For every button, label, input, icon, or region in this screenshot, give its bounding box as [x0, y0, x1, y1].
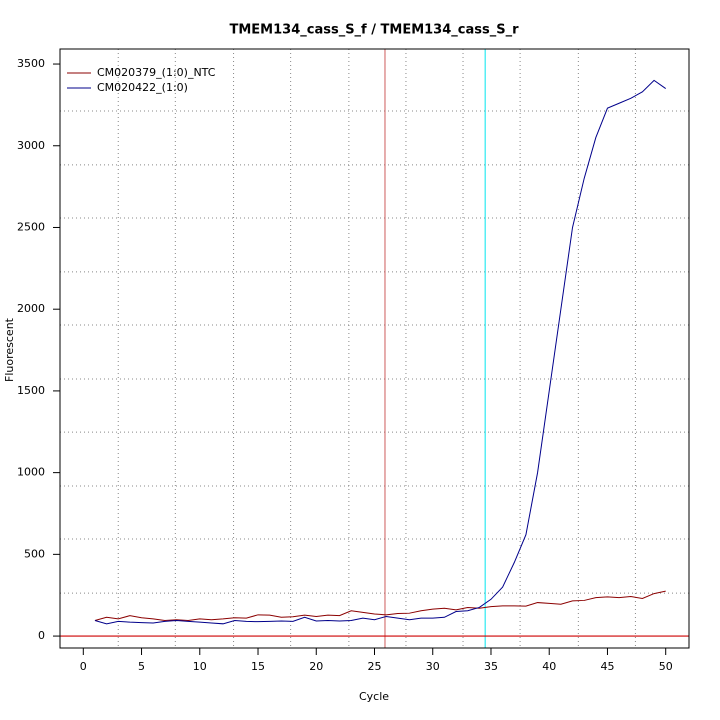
y-tick-label: 3500: [17, 57, 45, 70]
x-tick-label: 30: [426, 660, 440, 673]
series-line: [94, 590, 666, 622]
x-tick-label: 40: [542, 660, 556, 673]
series-line: [94, 79, 666, 625]
x-tick-label: 5: [138, 660, 145, 673]
legend-label: CM020379_(1:0)_NTC: [97, 66, 216, 79]
x-tick-label: 15: [251, 660, 265, 673]
y-tick-label: 0: [38, 629, 45, 642]
x-tick-label: 25: [368, 660, 382, 673]
plot-frame: [59, 48, 690, 649]
legend-label: CM020422_(1:0): [97, 81, 188, 94]
y-tick-label: 1500: [17, 384, 45, 397]
x-tick-label: 10: [193, 660, 207, 673]
y-tick-label: 3000: [17, 139, 45, 152]
x-tick-label: 35: [484, 660, 498, 673]
y-axis-label: Fluorescent: [3, 317, 16, 382]
x-tick-label: 45: [600, 660, 614, 673]
y-tick-label: 2500: [17, 220, 45, 233]
x-tick-label: 50: [659, 660, 673, 673]
x-tick-label: 20: [309, 660, 323, 673]
chart-title: TMEM134_cass_S_f / TMEM134_cass_S_r: [229, 23, 519, 38]
x-tick-label: 0: [80, 660, 87, 673]
y-tick-label: 2000: [17, 302, 45, 315]
y-tick-label: 500: [24, 547, 45, 560]
x-axis-label: Cycle: [359, 690, 389, 703]
y-tick-label: 1000: [17, 466, 45, 479]
